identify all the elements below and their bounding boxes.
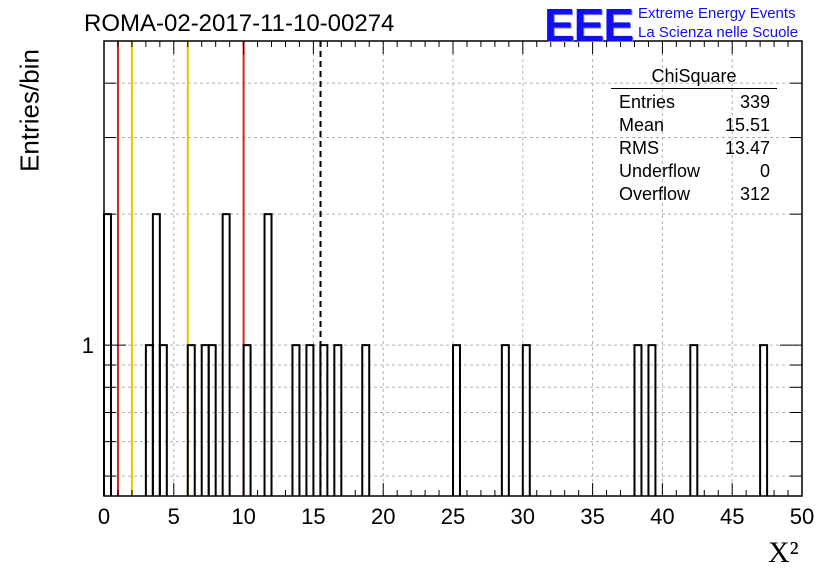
stats-label: Underflow bbox=[619, 161, 701, 181]
stats-value: 0 bbox=[759, 161, 770, 181]
x-tick-label: 40 bbox=[650, 504, 674, 529]
histogram-bin bbox=[452, 344, 461, 496]
stats-label: Overflow bbox=[619, 184, 691, 204]
stats-row-entries: Entries 339 bbox=[611, 91, 777, 114]
histogram-bin bbox=[144, 344, 154, 496]
x-tick-label: 30 bbox=[511, 504, 535, 529]
stats-row-mean: Mean 15.51 bbox=[611, 114, 777, 137]
stats-row-underflow: Underflow 0 bbox=[611, 160, 777, 183]
histogram-bin bbox=[103, 213, 112, 496]
histogram-bin bbox=[361, 344, 371, 496]
axis-tick-labels: 0 5 10 15 20 25 30 35 40 45 50 1 bbox=[82, 333, 814, 529]
histogram-bin bbox=[689, 344, 699, 496]
stats-label: RMS bbox=[619, 138, 659, 158]
x-tick-label: 0 bbox=[98, 504, 110, 529]
histogram-bin bbox=[200, 344, 210, 496]
x-tick-label: 20 bbox=[371, 504, 395, 529]
histogram-bin bbox=[186, 344, 196, 496]
histogram-bin bbox=[151, 213, 161, 496]
histogram-bin bbox=[319, 344, 329, 496]
y-axis-label: Entries/bin bbox=[14, 49, 45, 172]
stats-value: 339 bbox=[739, 92, 770, 112]
stats-row-rms: RMS 13.47 bbox=[611, 137, 777, 160]
histogram-bin bbox=[242, 344, 252, 496]
logo-line-2: La Scienza nelle Scuole bbox=[638, 24, 799, 41]
stats-value: 15.51 bbox=[724, 115, 770, 135]
x-tick-label: 15 bbox=[301, 504, 325, 529]
x-tick-label: 45 bbox=[720, 504, 744, 529]
histogram-bin bbox=[521, 344, 531, 496]
y-tick-label: 1 bbox=[82, 333, 94, 358]
stats-label: Mean bbox=[619, 115, 665, 135]
histogram-bin bbox=[263, 213, 273, 496]
reference-lines bbox=[116, 41, 322, 496]
histogram-bin bbox=[291, 344, 301, 496]
stats-value: 13.47 bbox=[724, 138, 770, 158]
stats-row-overflow: Overflow 312 bbox=[611, 183, 777, 206]
histogram-bin bbox=[500, 344, 510, 496]
histogram-series bbox=[103, 213, 769, 496]
histogram-bin bbox=[207, 344, 217, 496]
stats-title: ChiSquare bbox=[611, 66, 777, 89]
run-title: ROMA-02-2017-11-10-00274 bbox=[84, 10, 395, 37]
axis-ticks bbox=[103, 40, 803, 496]
x-tick-label: 10 bbox=[231, 504, 255, 529]
histogram-bin bbox=[633, 344, 643, 496]
stats-label: Entries bbox=[619, 92, 676, 112]
x-tick-label: 25 bbox=[441, 504, 465, 529]
x-axis-label: X² bbox=[768, 536, 799, 569]
histogram-bin bbox=[759, 344, 769, 496]
logo-line-1: Extreme Energy Events bbox=[638, 5, 796, 22]
stats-box: ChiSquare Entries 339 Mean 15.51 RMS 13.… bbox=[611, 66, 777, 206]
histogram-bin bbox=[158, 344, 168, 496]
stats-value: 312 bbox=[739, 184, 770, 204]
histogram-bin bbox=[221, 213, 231, 496]
histogram-bin bbox=[305, 344, 315, 496]
x-tick-label: 5 bbox=[168, 504, 180, 529]
histogram-bin bbox=[647, 344, 657, 496]
histogram-bin bbox=[333, 344, 343, 496]
logo-mark: EEE bbox=[544, 0, 634, 51]
x-tick-label: 35 bbox=[580, 504, 604, 529]
x-tick-label: 50 bbox=[790, 504, 814, 529]
